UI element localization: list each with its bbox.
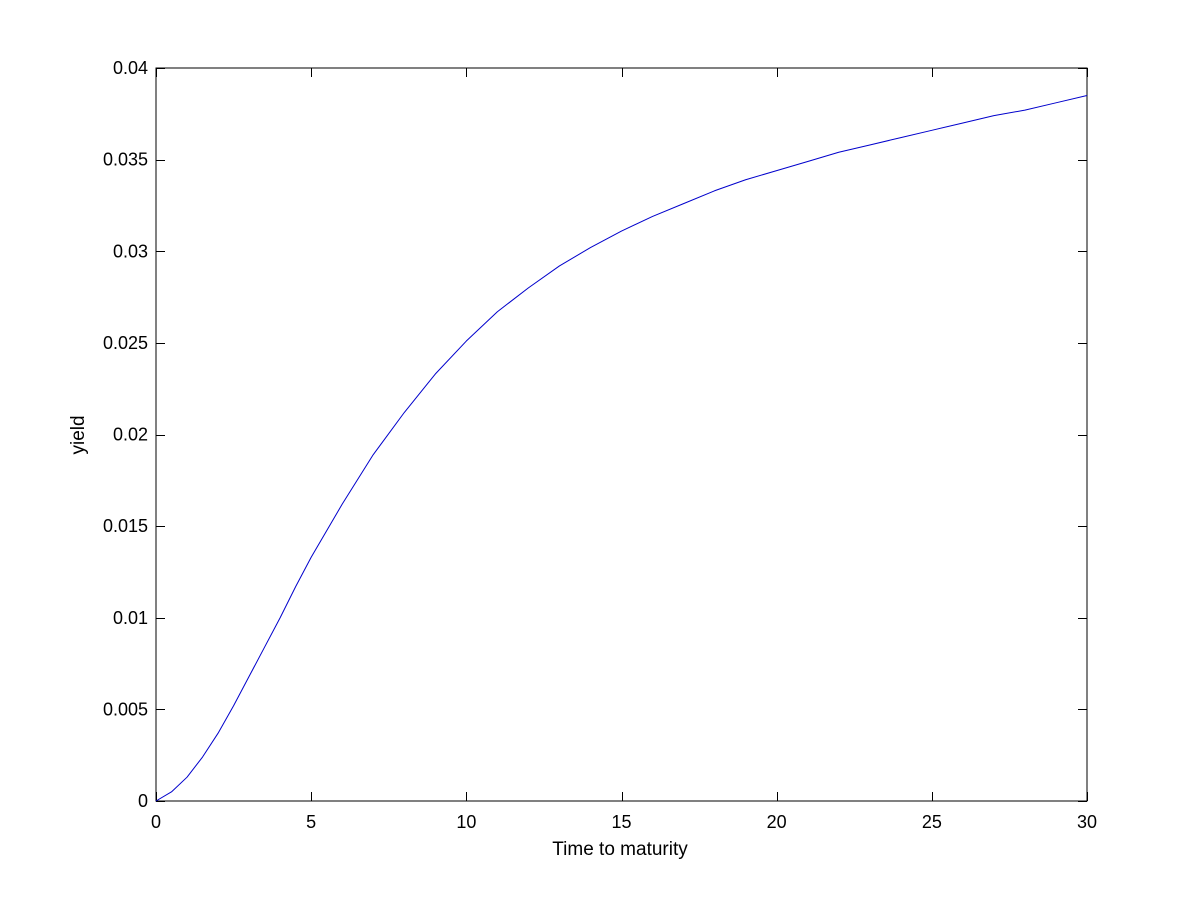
series-layer — [155, 95, 1088, 802]
x-tick-label: 0 — [151, 812, 161, 832]
x-axis-label: Time to maturity — [552, 839, 688, 860]
y-tick-label: 0.02 — [113, 425, 148, 445]
x-tick-label: 15 — [611, 812, 631, 832]
y-tick-label: 0.04 — [113, 58, 148, 78]
y-tick-label: 0.01 — [113, 608, 148, 628]
y-tick-label: 0 — [138, 791, 148, 811]
plot-area — [155, 67, 1088, 802]
x-tick-label: 20 — [767, 812, 787, 832]
y-tick-label: 0.025 — [103, 333, 148, 353]
y-tick-label: 0.03 — [113, 241, 148, 261]
x-tick-label: 25 — [922, 812, 942, 832]
axis-ticks: 0 5 10 15 20 25 30 0 0.005 0.01 0.015 0.02 0.025 0.03… — [103, 58, 1097, 832]
y-tick-label: 0.035 — [103, 150, 148, 170]
axes-box — [155, 67, 1088, 802]
x-tick-label: 10 — [456, 812, 476, 832]
y-tick-label: 0.005 — [103, 699, 148, 719]
yield-curve-line — [155, 95, 1088, 802]
y-axis-label: yield — [68, 415, 89, 454]
y-tick-label: 0.015 — [103, 516, 148, 536]
x-tick-label: 30 — [1077, 812, 1097, 832]
x-tick-label: 5 — [306, 812, 316, 832]
